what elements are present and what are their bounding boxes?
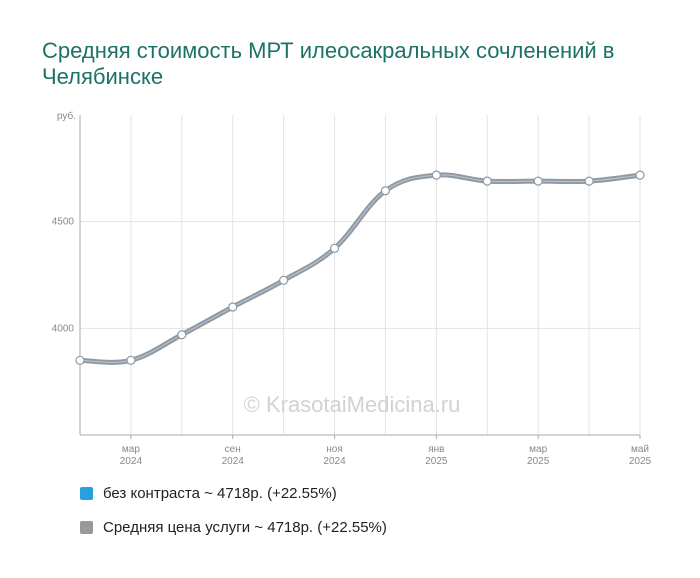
legend: без контраста ~ 4718р. (+22.55%) Средняя… [80,484,387,552]
data-point [635,170,645,180]
data-point [228,302,238,312]
legend-swatch-gray [80,520,93,534]
series-line-inner [79,174,641,363]
data-point [75,355,85,365]
x-tick-label-month: сен [225,444,241,455]
data-point [126,355,136,365]
chart-title: Средняя стоимость МРТ илеосакральных соч… [42,38,615,89]
x-tick-label-year: 2024 [120,456,143,467]
legend-label: Средняя цена услуги ~ 4718р. (+22.55%) [103,518,387,536]
x-tick-label-year: 2025 [629,456,652,467]
data-point [177,330,187,340]
data-point [380,186,391,196]
legend-item-no-contrast[interactable]: без контраста ~ 4718р. (+22.55%) [80,484,387,502]
x-tick-label-month: май [631,444,649,455]
legend-swatch-blue [80,486,93,500]
data-point [482,176,492,186]
data-point [584,176,594,186]
legend-item-average[interactable]: Средняя цена услуги ~ 4718р. (+22.55%) [80,518,387,536]
y-tick-label: 4500 [52,217,75,228]
y-axis-unit-label: руб. [57,110,76,122]
y-tick-label: 4000 [52,323,75,334]
legend-label: без контраста ~ 4718р. (+22.55%) [103,484,337,502]
x-tick-label-month: янв [428,444,444,455]
x-tick-label-month: мар [529,444,547,455]
watermark-text: © KrasotaiMedicina.ru [244,392,461,417]
data-point [431,170,441,180]
x-tick-label-month: мар [122,444,140,455]
x-tick-label-year: 2025 [527,456,550,467]
x-tick-label-year: 2024 [222,456,245,467]
series-line-outer [77,172,643,365]
x-tick-label-year: 2025 [425,456,448,467]
data-point [533,176,543,186]
data-point [279,275,289,285]
x-tick-label-year: 2024 [323,456,346,467]
x-tick-label-month: ноя [326,444,343,455]
data-point [329,243,340,253]
